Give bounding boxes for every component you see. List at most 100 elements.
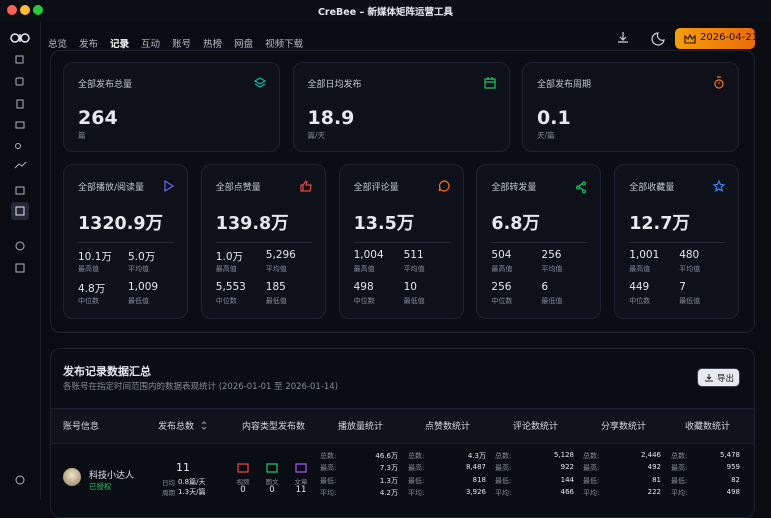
- date-text: 2026-04-21: [700, 32, 759, 43]
- stat-value: 511: [403, 249, 424, 261]
- stat-cell: 7.3万: [379, 464, 398, 473]
- metric-icon: [300, 180, 312, 192]
- stat-key: 平均:: [320, 488, 337, 497]
- total-count: 11: [176, 461, 190, 474]
- stat-key: 最低:: [583, 476, 600, 485]
- stat-key: 最高:: [495, 464, 512, 473]
- stat-cell: 959: [726, 463, 740, 472]
- metric-value: 12.7万: [629, 214, 690, 234]
- date-button[interactable]: 2026-04-21: [675, 28, 759, 49]
- stat-value: 6: [541, 281, 549, 293]
- summary-icon: [483, 77, 496, 89]
- stat-label: 最低值: [265, 297, 287, 305]
- summary-icon: [253, 77, 267, 88]
- summary-unit: 篇: [78, 131, 86, 140]
- stat-cell: 2,446: [640, 451, 661, 459]
- type-label: 文章: [294, 478, 308, 486]
- stat-key: 平均:: [671, 488, 688, 497]
- column-header: 内容类型发布数: [242, 422, 306, 432]
- theme-icon[interactable]: [651, 32, 665, 46]
- table-header: [51, 408, 754, 444]
- stat-value: 1,001: [629, 249, 660, 261]
- daily-value: 0.8篇/天: [178, 478, 206, 486]
- stat-label: 平均值: [541, 265, 563, 273]
- stat-cell: 222: [647, 487, 661, 496]
- stat-value: 480: [679, 249, 700, 261]
- stat-label: 最高值: [353, 265, 375, 273]
- stat-cell: 498: [726, 487, 740, 496]
- stat-cell: 818: [472, 475, 486, 484]
- stat-key: 总数:: [671, 452, 688, 460]
- summary-value: 264: [78, 107, 118, 129]
- stat-key: 最低:: [671, 476, 688, 485]
- sidebar-icons: [10, 33, 30, 485]
- stat-value: 498: [353, 281, 374, 293]
- cycle-value: 1.3天/篇: [178, 488, 206, 496]
- stat-label: 中位数: [629, 297, 651, 305]
- type-icon: [295, 463, 307, 473]
- metric-label: 全部收藏量: [629, 183, 675, 193]
- stat-cell: 8,487: [465, 463, 486, 472]
- column-header: 播放量统计: [338, 422, 384, 432]
- stat-key: 总数:: [495, 452, 512, 460]
- nav-item[interactable]: 记录: [110, 39, 130, 50]
- summary-value: 18.9: [307, 107, 355, 129]
- nav-item[interactable]: 视频下载: [265, 39, 304, 50]
- stat-value: 449: [629, 281, 650, 293]
- type-count: 11: [295, 485, 307, 495]
- sidebar: [0, 22, 41, 500]
- stat-value: 10.1万: [78, 251, 112, 263]
- sort-icon: [201, 421, 207, 430]
- stat-cell: 466: [560, 487, 574, 496]
- type-icon: [266, 463, 278, 473]
- metric-divider: [629, 242, 726, 243]
- records-subtitle: 各账号在指定时间范围内的数据表现统计 (2026-01-01 至 2026-01…: [63, 382, 339, 392]
- download-icon[interactable]: [618, 32, 628, 43]
- stat-cell: 144: [560, 475, 574, 484]
- summary-unit: 篇/天: [307, 131, 326, 140]
- column-header: 分享数统计: [601, 422, 647, 432]
- stat-value: 5.0万: [128, 251, 156, 263]
- metric-label: 全部点赞量: [215, 183, 261, 193]
- nav-item[interactable]: 总览: [48, 39, 68, 50]
- stat-cell: 1.3万: [379, 476, 398, 485]
- stat-cell: 5,128: [553, 451, 574, 459]
- column-header: 收藏数统计: [685, 422, 731, 432]
- nav-item[interactable]: 热榜: [203, 39, 223, 50]
- export-icon: [705, 374, 713, 382]
- stat-cell: 922: [560, 463, 574, 472]
- stat-key: 总数:: [320, 452, 337, 460]
- stat-key: 平均:: [583, 488, 600, 497]
- metric-icon: [438, 180, 450, 192]
- stat-label: 最高值: [629, 265, 651, 273]
- nav-item[interactable]: 发布: [79, 39, 99, 50]
- title-bar: CreBee – 新媒体矩阵运营工具: [0, 0, 771, 22]
- stat-value: 10: [403, 281, 417, 293]
- nav-item[interactable]: 网盘: [234, 39, 254, 50]
- metric-divider: [215, 242, 312, 243]
- stat-label: 最低值: [541, 297, 563, 305]
- records-title: 发布记录数据汇总: [63, 365, 151, 378]
- stat-value: 1,004: [353, 249, 384, 261]
- type-count: 0: [269, 485, 275, 495]
- stat-label: 最高值: [78, 265, 99, 273]
- metric-icon: [712, 179, 726, 193]
- stat-value: 7: [679, 281, 686, 293]
- nav-item[interactable]: 账号: [172, 39, 192, 50]
- metric-card: 全部评论量 13.5万 1,004 最高值 511 平均值 498 中位数 10 最低值: [338, 164, 464, 319]
- metric-divider: [491, 242, 588, 243]
- summary-value: 0.1: [537, 107, 571, 129]
- summary-icon: [714, 76, 724, 89]
- account-name: 科技小达人: [89, 471, 135, 481]
- stat-label: 中位数: [491, 297, 513, 305]
- cycle-label: 周期: [162, 489, 175, 497]
- stat-cell: 3,926: [465, 487, 486, 496]
- export-button[interactable]: 导出: [697, 368, 740, 387]
- avatar: [63, 468, 81, 486]
- nav-bar: 总览 发布 记录 互动 账号 热榜 网盘 视频下载: [48, 32, 315, 50]
- stat-value: 5,296: [265, 249, 296, 261]
- nav-item[interactable]: 互动: [141, 39, 161, 50]
- summary-card: 全部日均发布 18.9 篇/天: [292, 62, 510, 152]
- stat-key: 最高:: [320, 464, 337, 473]
